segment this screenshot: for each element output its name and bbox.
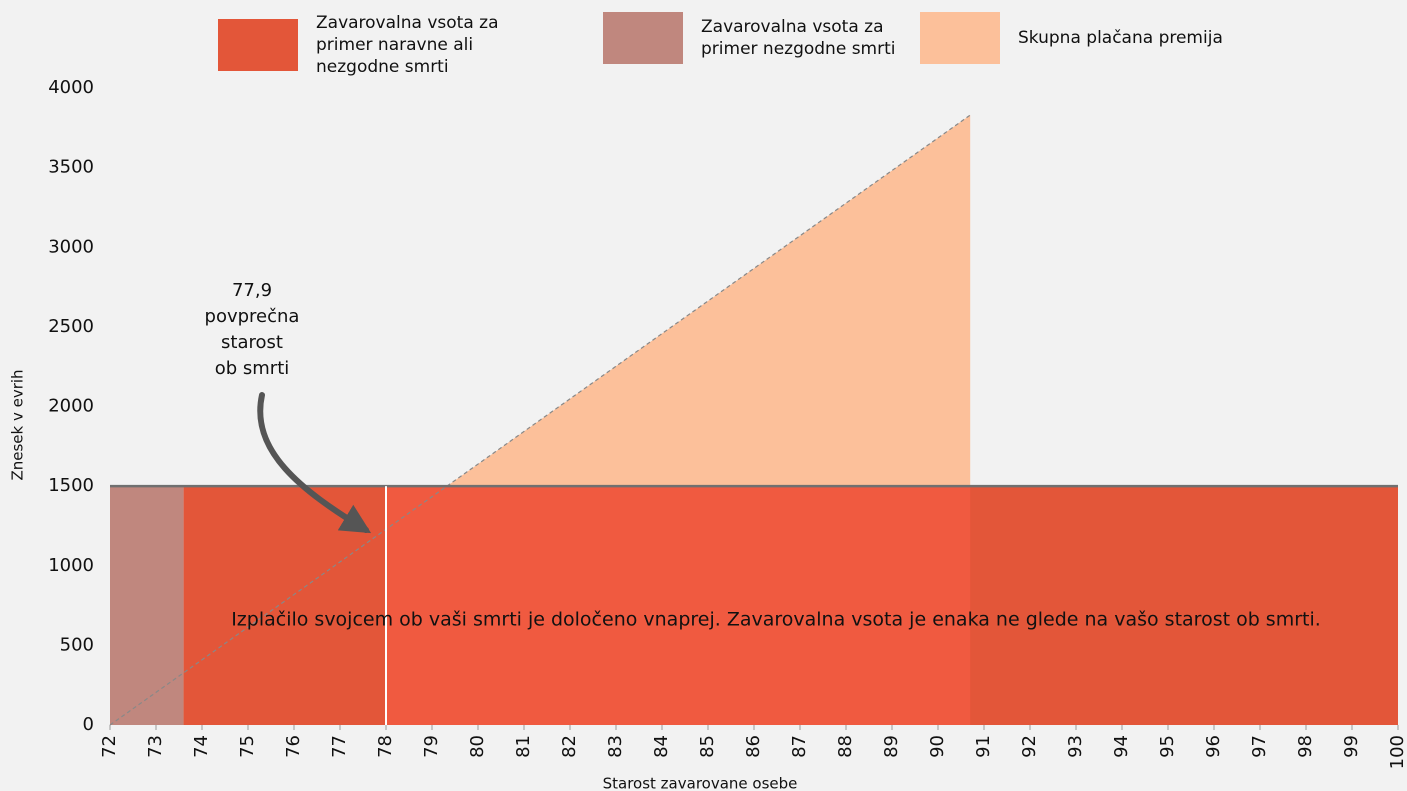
x-tick-label: 97: [1249, 735, 1270, 758]
x-tick-label: 98: [1295, 735, 1316, 758]
x-tick-label: 84: [651, 735, 672, 758]
annotation-arrow: [257, 392, 372, 534]
y-tick-label: 0: [83, 714, 94, 735]
y-tick-label: 2000: [48, 396, 94, 417]
legend-swatch: [603, 12, 683, 64]
x-tick-label: 80: [467, 735, 488, 758]
legend-item: Zavarovalna vsota za primer naravne ali …: [218, 12, 546, 78]
annotation-text: starost: [221, 332, 283, 353]
premium-line: [109, 114, 971, 726]
x-tick-label: 94: [1111, 735, 1132, 758]
x-tick-label: 90: [927, 735, 948, 758]
x-tick-label: 73: [145, 735, 166, 758]
legend-item: Skupna plačana premija: [920, 12, 1338, 64]
annotation-text: povprečna: [205, 306, 300, 327]
legend-swatch: [920, 12, 1000, 64]
area: [110, 486, 184, 725]
x-tick-label: 88: [835, 735, 856, 758]
x-tick-label: 95: [1157, 735, 1178, 758]
legend-label: Skupna plačana premija: [1018, 28, 1223, 48]
x-tick-label: 91: [973, 735, 994, 758]
x-tick-label: 100: [1387, 735, 1407, 769]
legend-item: Zavarovalna vsota za primer nezgodne smr…: [603, 12, 921, 64]
y-axis-label: Znesek v evrih: [9, 369, 27, 480]
y-tick-label: 1500: [48, 475, 94, 496]
y-tick-label: 500: [60, 634, 94, 655]
x-tick-label: 99: [1341, 735, 1362, 758]
x-tick-label: 78: [375, 735, 396, 758]
note: Izplačilo svojcem ob vaši smrti je določ…: [231, 609, 1321, 631]
x-tick-label: 86: [743, 735, 764, 758]
legend-label: Zavarovalna vsota za primer naravne ali …: [316, 13, 499, 77]
legend-label: Zavarovalna vsota za primer nezgodne smr…: [701, 17, 896, 59]
x-tick-label: 87: [789, 735, 810, 758]
x-tick-label: 85: [697, 735, 718, 758]
legend: Zavarovalna vsota za primer naravne ali …: [0, 12, 1407, 77]
x-tick-label: 76: [283, 735, 304, 758]
x-axis-label: Starost zavarovane osebe: [603, 775, 798, 791]
x-tick-label: 92: [1019, 735, 1040, 758]
y-tick-label: 1000: [48, 555, 94, 576]
x-tick-label: 96: [1203, 735, 1224, 758]
x-tick-label: 79: [421, 735, 442, 758]
y-tick-label: 3000: [48, 236, 94, 257]
x-tick-label: 77: [329, 735, 350, 758]
x-tick-label: 72: [99, 735, 120, 758]
x-tick-label: 82: [559, 735, 580, 758]
x-tick-label: 83: [605, 735, 626, 758]
y-tick-label: 3500: [48, 157, 94, 178]
annotation-text: ob smrti: [215, 358, 290, 379]
area-highlight: [386, 486, 971, 725]
x-tick-label: 89: [881, 735, 902, 758]
legend-swatch: [218, 19, 298, 71]
x-tick-label: 74: [191, 735, 212, 758]
y-tick-label: 4000: [48, 77, 94, 98]
x-tick-label: 75: [237, 735, 258, 758]
x-tick-label: 81: [513, 735, 534, 758]
annotation-text: 77,9: [232, 280, 272, 301]
x-tick-label: 93: [1065, 735, 1086, 758]
y-tick-label: 2500: [48, 316, 94, 337]
